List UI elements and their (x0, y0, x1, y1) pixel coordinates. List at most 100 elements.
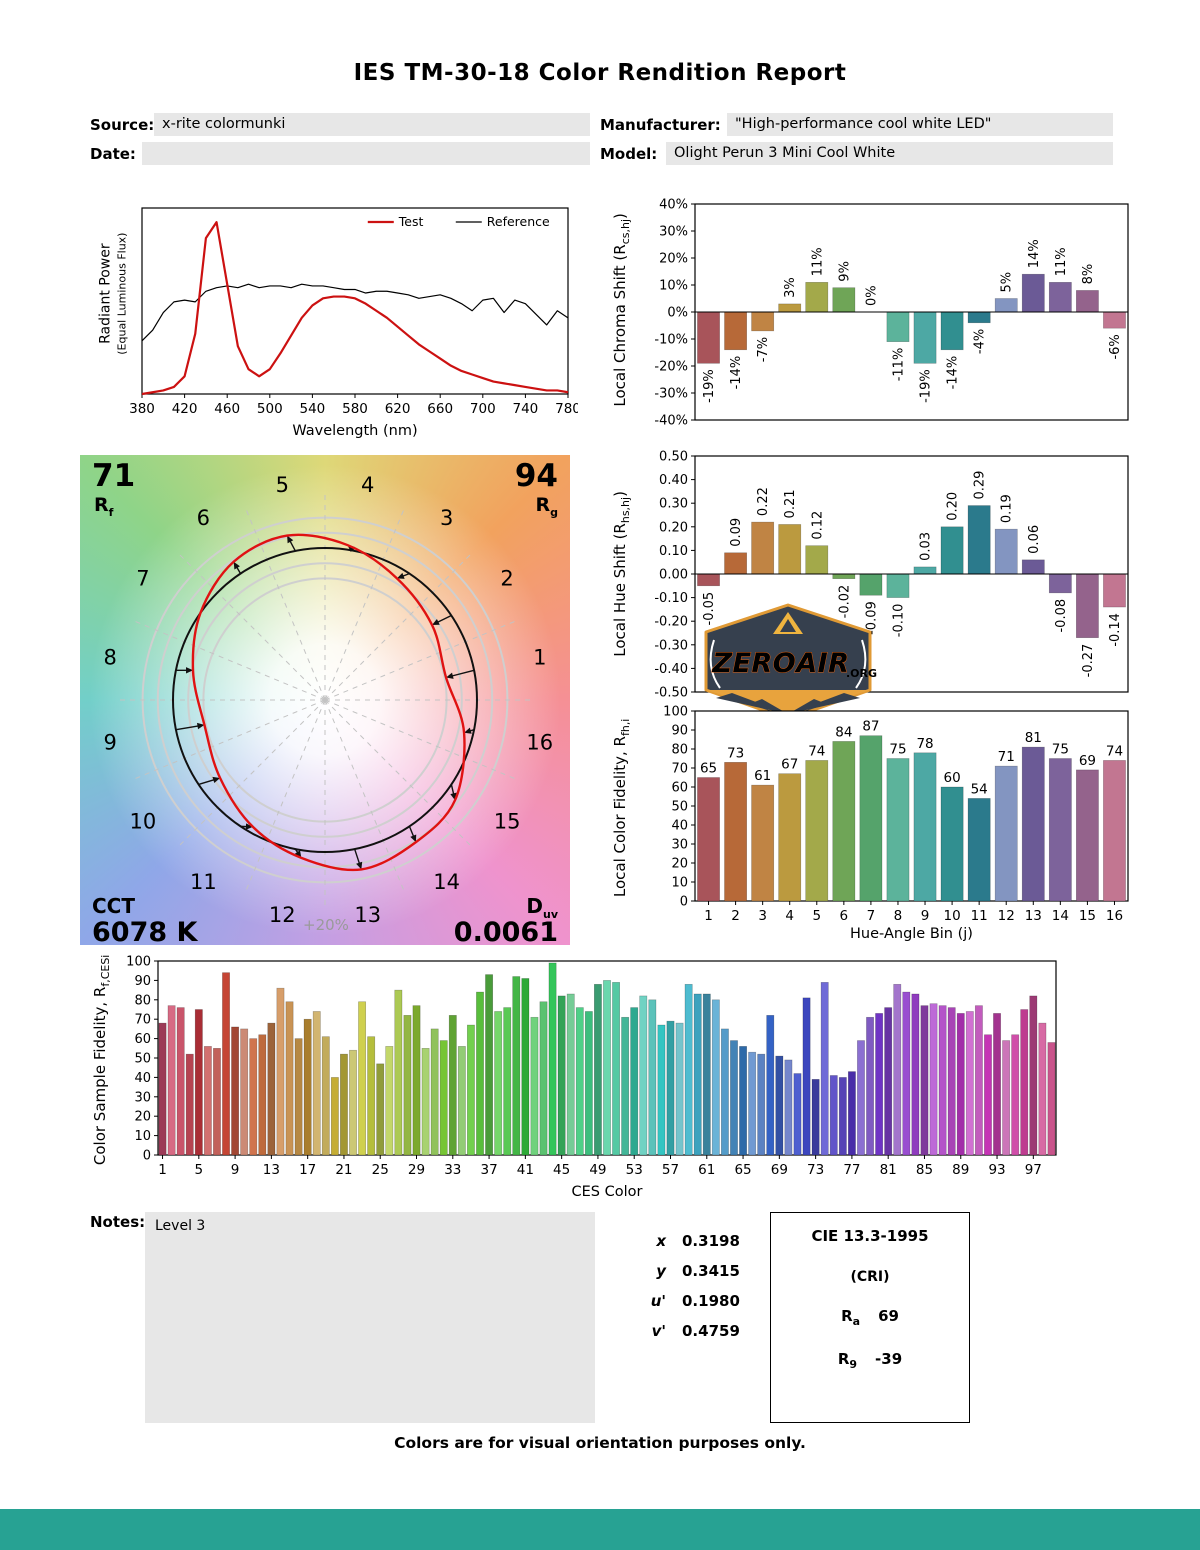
svg-text:10: 10 (944, 908, 961, 924)
svg-text:81: 81 (880, 1162, 897, 1178)
svg-text:89: 89 (952, 1162, 969, 1178)
svg-text:0%: 0% (864, 285, 879, 306)
model-label: Model: (600, 145, 658, 163)
svg-text:4: 4 (361, 473, 374, 497)
zeroair-logo: ZEROAIR .ORG (704, 603, 877, 721)
svg-text:2: 2 (500, 566, 513, 590)
svg-text:-0.20: -0.20 (654, 615, 688, 630)
svg-text:15: 15 (1079, 908, 1096, 924)
svg-text:380: 380 (130, 401, 155, 417)
svg-text:-0.14: -0.14 (1108, 613, 1123, 647)
svg-text:8: 8 (894, 908, 903, 924)
svg-text:60: 60 (944, 770, 961, 786)
manufacturer-label: Manufacturer: (600, 116, 721, 134)
svg-text:-0.09: -0.09 (864, 601, 879, 635)
svg-text:80: 80 (134, 993, 151, 1008)
svg-text:29: 29 (408, 1162, 425, 1178)
date-label: Date: (90, 145, 136, 163)
svg-text:85: 85 (916, 1162, 933, 1178)
svg-text:-4%: -4% (973, 329, 988, 354)
svg-text:420: 420 (172, 401, 198, 417)
logo-accent-left (709, 639, 721, 689)
svg-text:-0.10: -0.10 (654, 591, 688, 606)
svg-text:53: 53 (626, 1162, 643, 1178)
svg-text:65: 65 (734, 1162, 751, 1178)
svg-text:5%: 5% (1000, 272, 1015, 293)
svg-text:0.10: 0.10 (659, 544, 688, 559)
svg-text:75: 75 (1052, 742, 1069, 758)
svg-text:16: 16 (1106, 908, 1123, 924)
svg-text:10: 10 (671, 876, 688, 891)
svg-text:14%: 14% (1027, 239, 1042, 268)
chroma-label-post: ) (611, 213, 630, 219)
svg-text:-10%: -10% (654, 333, 688, 348)
svg-text:13: 13 (354, 903, 381, 927)
chromaticity-row-x: x 0.3198 (656, 1232, 740, 1250)
svg-text:740: 740 (513, 401, 539, 417)
svg-text:40: 40 (671, 819, 688, 834)
hue-label-pre: Local Hue Shift (R (611, 523, 630, 657)
svg-text:97: 97 (1025, 1162, 1042, 1178)
spd-y-axis-label: Radiant Power (Equal Luminous Flux) (97, 169, 128, 419)
svg-text:71: 71 (998, 749, 1015, 765)
svg-text:0.22: 0.22 (756, 487, 771, 516)
cct-value: 6078 K (92, 917, 198, 948)
svg-text:-0.50: -0.50 (654, 686, 688, 701)
chroma-shift-chart: 40% 30% 20% 10% 0% -10% -20% -30% -40% -19% -14% -7… (654, 198, 1129, 429)
svg-text:87: 87 (862, 719, 879, 735)
svg-text:Test: Test (398, 214, 424, 229)
svg-text:30%: 30% (659, 225, 688, 240)
chroma-label-sub: cs,hj (619, 218, 633, 245)
svg-text:-14%: -14% (729, 356, 744, 390)
svg-text:0.19: 0.19 (1000, 494, 1015, 523)
svg-text:-20%: -20% (654, 360, 688, 375)
logo-name: ZEROAIR (712, 648, 850, 679)
svg-text:45: 45 (553, 1162, 570, 1178)
spd-y-axis-label-line1: Radiant Power (97, 243, 114, 344)
svg-text:77: 77 (843, 1162, 860, 1178)
hue-label-post: ) (611, 491, 630, 497)
rg-sub: g (550, 505, 558, 519)
svg-text:-40%: -40% (654, 414, 688, 429)
svg-text:-19%: -19% (702, 369, 717, 403)
svg-text:50: 50 (671, 800, 688, 815)
svg-text:5: 5 (812, 908, 821, 924)
svg-text:1: 1 (158, 1162, 167, 1178)
svg-text:-0.27: -0.27 (1081, 644, 1096, 678)
svg-text:12: 12 (998, 908, 1015, 924)
svg-text:Wavelength (nm): Wavelength (nm) (292, 423, 417, 439)
svg-text:-19%: -19% (919, 369, 934, 403)
svg-text:90: 90 (134, 974, 151, 989)
svg-text:0.21: 0.21 (783, 489, 798, 518)
svg-text:Reference: Reference (487, 214, 550, 229)
svg-text:40: 40 (134, 1071, 151, 1086)
manufacturer-value: "High-performance cool white LED" (727, 113, 1113, 136)
svg-text:9: 9 (921, 908, 930, 924)
notes-label: Notes: (90, 1213, 146, 1231)
svg-text:37: 37 (480, 1162, 497, 1178)
svg-text:0.40: 0.40 (659, 473, 688, 488)
svg-text:Hue-Angle Bin (j): Hue-Angle Bin (j) (850, 926, 973, 942)
svg-text:0%: 0% (667, 306, 688, 321)
svg-text:30: 30 (134, 1090, 151, 1105)
logo-accent-right (855, 639, 867, 689)
svg-text:0.20: 0.20 (946, 492, 961, 521)
svg-text:16: 16 (526, 731, 553, 755)
svg-text:1: 1 (704, 908, 713, 924)
svg-text:13: 13 (1025, 908, 1042, 924)
svg-text:0.03: 0.03 (919, 532, 934, 561)
rg-value: 94 (514, 458, 558, 494)
cri-box: CIE 13.3-1995 (CRI) Ra 69 R9 -39 (770, 1212, 970, 1423)
svg-text:81: 81 (1025, 730, 1042, 746)
svg-text:460: 460 (214, 401, 240, 417)
svg-text:500: 500 (257, 401, 283, 417)
svg-text:41: 41 (517, 1162, 534, 1178)
svg-text:3%: 3% (783, 277, 798, 298)
svg-text:-6%: -6% (1108, 334, 1123, 359)
svg-text:75: 75 (889, 742, 906, 758)
svg-text:700: 700 (470, 401, 496, 417)
svg-text:11%: 11% (810, 247, 825, 276)
svg-text:-0.40: -0.40 (654, 662, 688, 677)
svg-text:67: 67 (781, 757, 798, 773)
